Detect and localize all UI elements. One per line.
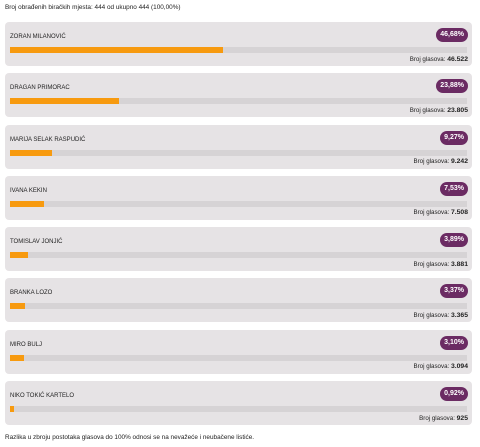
vote-count-value: 46.522 [447,55,468,63]
vote-count-label: Broj glasova: [419,414,455,422]
vote-share-fill [10,47,224,53]
vote-share-bar [10,252,467,259]
vote-count: Broj glasova: 3.881 [413,261,468,268]
vote-share-fill [10,98,120,105]
vote-share-bar [10,149,467,156]
vote-share-fill [10,406,15,413]
vote-share-bar [10,354,467,361]
vote-share-fill [10,303,26,310]
candidate-name: DRAGAN PRIMORAC [10,85,70,92]
vote-count-value: 9.242 [450,158,468,166]
vote-count: Broj glasova: 3.365 [413,312,468,319]
vote-share-bar [10,303,467,310]
vote-count-value: 3.365 [450,311,468,319]
candidate-name: NIKO TOKIĆ KARTELO [10,393,75,400]
candidate-card: IVANA KEKIN 7,53% Broj glasova: 7.508 [5,175,472,220]
vote-count: Broj glasova: 925 [419,415,468,422]
vote-share-bar [10,98,467,105]
vote-count-value: 925 [456,414,468,422]
vote-share-bar [10,47,467,53]
percent-badge: 3,37% [440,284,468,299]
vote-count-label: Broj glasova: [413,311,450,319]
candidate-card: DRAGAN PRIMORAC 23,88% Broj glasova: 23.… [5,73,472,118]
candidate-name: ZORAN MILANOVIĆ [10,34,66,40]
vote-count-value: 23.805 [447,106,468,114]
vote-count: Broj glasova: 23.805 [410,107,468,114]
vote-count: Broj glasova: 3.094 [413,363,468,370]
vote-count-label: Broj glasova: [409,55,446,63]
candidate-name: BRANKA LOZO [10,290,53,297]
vote-count-label: Broj glasova: [413,363,450,371]
candidate-name: MIRO BULJ [10,341,43,348]
candidate-list: ZORAN MILANOVIĆ 46,68% Broj glasova: 46.… [5,22,472,432]
candidate-name: TOMISLAV JONJIĆ [10,239,63,246]
vote-count-label: Broj glasova: [409,106,446,114]
percent-badge: 46,68% [436,28,468,42]
candidate-card: ZORAN MILANOVIĆ 46,68% Broj glasova: 46.… [5,22,472,66]
processed-stations-summary: Broj obrađenih biračkih mjesta: 444 od u… [5,4,181,11]
vote-count-value: 3.881 [450,260,468,268]
candidate-card: MIRO BULJ 3,10% Broj glasova: 3.094 [5,329,472,374]
vote-share-fill [10,354,25,361]
vote-count: Broj glasova: 7.508 [413,209,468,216]
vote-count-value: 3.094 [450,363,468,371]
percent-badge: 9,27% [440,130,468,145]
percent-badge: 0,92% [440,387,468,402]
candidate-card: BRANKA LOZO 3,37% Broj glasova: 3.365 [5,278,472,323]
candidate-name: IVANA KEKIN [10,187,47,194]
candidate-card: MARIJA SELAK RASPUDIĆ 9,27% Broj glasova… [5,124,472,169]
candidate-card: NIKO TOKIĆ KARTELO 0,92% Broj glasova: 9… [5,381,472,426]
vote-count-label: Broj glasova: [413,260,450,268]
vote-share-fill [10,252,28,259]
vote-share-bar [10,406,467,413]
vote-count-value: 7.508 [450,209,468,217]
footnote: Razlika u zbroju postotaka glasova do 10… [5,434,255,441]
vote-share-fill [10,149,53,156]
percent-badge: 7,53% [440,181,468,196]
vote-count: Broj glasova: 46.522 [410,56,468,63]
candidate-name: MARIJA SELAK RASPUDIĆ [10,136,86,143]
percent-badge: 3,89% [440,233,468,248]
vote-count-label: Broj glasova: [413,209,450,217]
vote-count: Broj glasova: 9.242 [413,158,468,165]
vote-share-bar [10,200,467,207]
vote-share-fill [10,200,45,207]
percent-badge: 23,88% [436,79,468,94]
percent-badge: 3,10% [440,335,468,350]
vote-count-label: Broj glasova: [413,158,450,166]
candidate-card: TOMISLAV JONJIĆ 3,89% Broj glasova: 3.88… [5,227,472,272]
